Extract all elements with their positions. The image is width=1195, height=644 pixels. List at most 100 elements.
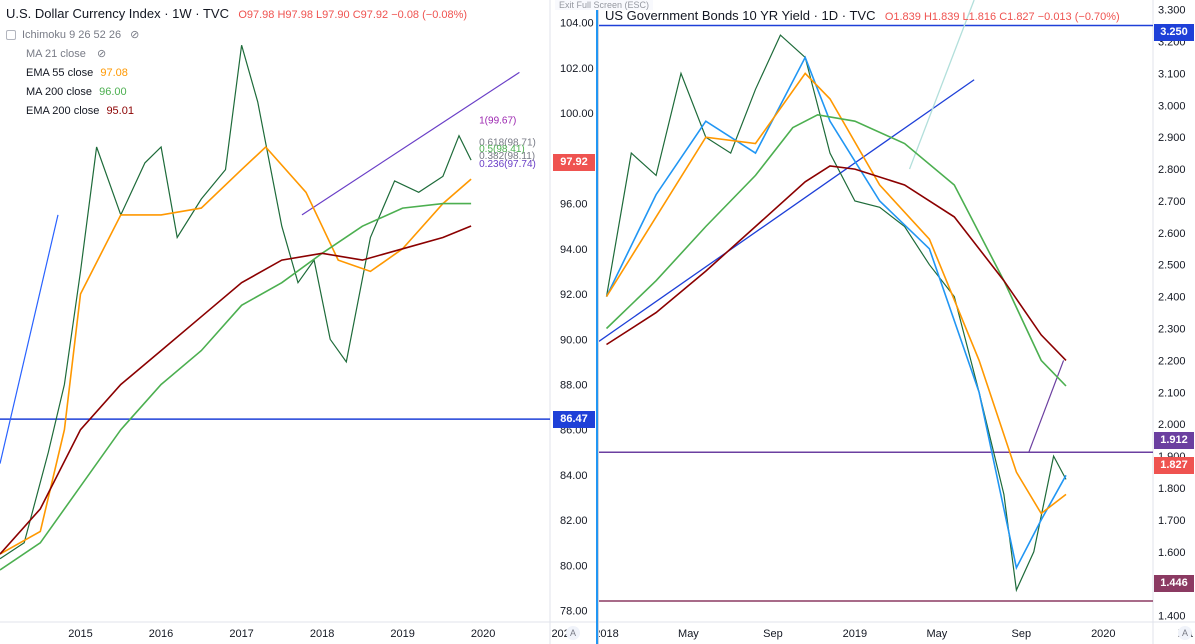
indicator-label: EMA 55 close — [26, 67, 94, 79]
fib-level-label: 1(99.67) — [479, 116, 516, 127]
price-tick-label: 102.00 — [560, 63, 594, 75]
time-tick-label: May — [678, 628, 699, 640]
price-tick-label: 104.00 — [560, 18, 594, 30]
trendline — [908, 0, 975, 170]
price-tick-label: 2.400 — [1158, 292, 1186, 304]
trendline — [301, 71, 520, 216]
price-tick-label: 1.700 — [1158, 515, 1186, 527]
indicator-value: 95.01 — [106, 105, 134, 117]
time-tick-label: Sep — [763, 628, 783, 640]
time-tick-label: 2016 — [149, 628, 173, 640]
right-badge-hline[interactable]: 1.912 — [1154, 432, 1194, 449]
indicator-value: 96.00 — [99, 86, 127, 98]
price-tick-label: 1.800 — [1158, 483, 1186, 495]
time-tick-label: 2015 — [68, 628, 92, 640]
left-time-axis: 2015 2016 2017 2018 2019 2020 2021 — [68, 628, 576, 640]
fib-level-label: 0.382(98.11) — [479, 151, 535, 162]
price-tick-label: 80.00 — [560, 560, 588, 572]
time-tick-label: 2018 — [310, 628, 334, 640]
indicator-ichimoku[interactable]: Ichimoku 9 26 52 26 ⊘ — [6, 26, 139, 45]
time-tick-label: 2018 — [599, 628, 619, 640]
indicator-ma21[interactable]: MA 21 close ⊘ — [6, 45, 139, 64]
price-tick-label: 96.00 — [560, 199, 588, 211]
price-tick-label: 2.200 — [1158, 355, 1186, 367]
trendline-arrow — [1028, 360, 1065, 453]
right-ohlc-readout: O1.839 H1.839 L1.816 C1.827 −0.013 (−0.7… — [884, 11, 1120, 23]
time-tick-label: Sep — [1012, 628, 1032, 640]
time-tick-label: May — [926, 628, 947, 640]
right-chart-pane[interactable]: 3.300 3.200 3.100 3.000 2.900 2.800 2.700 2.600… — [555, 0, 1195, 644]
series-line-price — [0, 45, 472, 560]
trendline — [599, 79, 975, 342]
series-line-ma — [0, 145, 472, 555]
series-line-ma — [0, 202, 472, 571]
left-symbol-title[interactable]: U.S. Dollar Currency Index · 1W · TVC — [6, 6, 229, 21]
price-tick-label: 1.400 — [1158, 611, 1186, 623]
fib-level-label: 0.236(97.74) — [479, 159, 536, 170]
left-chart-pane[interactable]: 1(99.67) 0.618(98.71) 0.5(98.41) 0.382(98.1… — [0, 0, 598, 644]
indicator-label: EMA 200 close — [26, 105, 100, 117]
price-tick-label: 2.900 — [1158, 132, 1186, 144]
price-tick-label: 78.00 — [560, 606, 588, 618]
price-tick-label: 2.100 — [1158, 387, 1186, 399]
price-tick-label: 90.00 — [560, 334, 588, 346]
fib-level-label: 0.618(98.71) — [479, 137, 536, 148]
time-tick-label: 2019 — [390, 628, 414, 640]
hidden-eye-icon[interactable]: ⊘ — [96, 48, 107, 60]
right-last-price-badge: 1.827 — [1154, 457, 1194, 474]
price-tick-label: 2.500 — [1158, 260, 1186, 272]
left-ohlc-readout: O97.98 H97.98 L97.90 C97.92 −0.08 (−0.08… — [238, 9, 468, 21]
indicator-label: Ichimoku 9 26 52 26 — [22, 29, 122, 41]
left-plot-area: 1(99.67) 0.618(98.71)0.5(98.41)0.382(98.1… — [0, 45, 550, 571]
hidden-eye-icon[interactable]: ⊘ — [130, 29, 140, 41]
price-tick-label: 3.300 — [1158, 5, 1186, 17]
right-time-axis: 2018MaySep2019MaySep2020Ma — [599, 628, 1194, 640]
indicator-value: 97.08 — [100, 67, 128, 79]
left-auto-scale-button[interactable]: A — [566, 626, 580, 640]
right-chart-svg[interactable]: 3.3003.2003.1003.0002.9002.8002.7002.600… — [599, 0, 1195, 644]
price-tick-label: 94.00 — [560, 244, 588, 256]
left-price-axis: 104.00102.00100.0098.0096.0094.0092.0090… — [560, 18, 594, 618]
price-tick-label: 3.000 — [1158, 100, 1186, 112]
left-indicator-legend: Ichimoku 9 26 52 26 ⊘ MA 21 close ⊘ EMA … — [6, 26, 139, 121]
right-auto-scale-button[interactable]: A — [1178, 626, 1192, 640]
indicator-label: MA 21 close — [26, 48, 86, 60]
indicator-ma200[interactable]: MA 200 close 96.00 — [6, 83, 139, 102]
fullscreen-hint[interactable]: Exit Full Screen (ESC) — [555, 0, 654, 10]
series-line-ma — [605, 72, 1067, 515]
left-hline-badge[interactable]: 86.47 — [553, 411, 595, 428]
left-chart-header: U.S. Dollar Currency Index · 1W · TVC O9… — [6, 6, 467, 21]
price-tick-label: 88.00 — [560, 380, 588, 392]
right-price-axis: 3.3003.2003.1003.0002.9002.8002.7002.600… — [1158, 5, 1186, 623]
fib-level-label: 0.5(98.41) — [479, 144, 525, 155]
right-symbol-title[interactable]: US Government Bonds 10 YR Yield · 1D · T… — [605, 8, 876, 23]
left-chart-svg[interactable]: 1(99.67) 0.618(98.71)0.5(98.41)0.382(98.1… — [0, 0, 596, 644]
indicator-label: MA 200 close — [26, 86, 93, 98]
price-tick-label: 100.00 — [560, 108, 594, 120]
price-tick-label: 2.600 — [1158, 228, 1186, 240]
indicator-color-swatch — [6, 30, 16, 41]
right-badge-top-line[interactable]: 3.250 — [1154, 24, 1194, 41]
price-tick-label: 2.800 — [1158, 164, 1186, 176]
indicator-ema200[interactable]: EMA 200 close 95.01 — [6, 102, 139, 121]
indicator-ema55[interactable]: EMA 55 close 97.08 — [6, 64, 139, 83]
time-tick-label: 2020 — [471, 628, 495, 640]
series-line-ma — [0, 225, 472, 555]
series-line-ma — [605, 113, 1067, 387]
right-chart-header: US Government Bonds 10 YR Yield · 1D · T… — [605, 8, 1120, 23]
series-line-price — [605, 34, 1067, 593]
price-tick-label: 2.000 — [1158, 419, 1186, 431]
trendline — [0, 214, 59, 464]
price-tick-label: 2.300 — [1158, 324, 1186, 336]
right-plot-area — [599, 0, 1153, 602]
right-badge-low-line[interactable]: 1.446 — [1154, 575, 1194, 592]
price-tick-label: 1.600 — [1158, 547, 1186, 559]
price-tick-label: 3.100 — [1158, 68, 1186, 80]
price-tick-label: 82.00 — [560, 515, 588, 527]
series-line-ma — [605, 55, 1067, 571]
time-tick-label: 2019 — [843, 628, 867, 640]
time-tick-label: 2017 — [229, 628, 253, 640]
price-tick-label: 2.700 — [1158, 196, 1186, 208]
left-last-price-badge: 97.92 — [553, 154, 595, 171]
series-line-ma — [606, 165, 1067, 361]
